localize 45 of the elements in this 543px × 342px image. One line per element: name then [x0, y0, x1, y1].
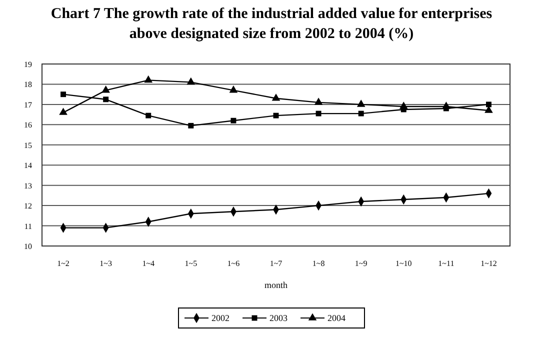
x-tick-label: 1~11 [438, 259, 454, 268]
y-tick-label: 19 [24, 60, 32, 69]
point [230, 118, 236, 124]
y-tick-label: 17 [24, 100, 32, 110]
point [316, 110, 322, 116]
legend-label: 2003 [270, 313, 288, 323]
x-tick-label: 1~9 [354, 259, 368, 268]
point [273, 112, 279, 118]
x-tick-label: 1~10 [395, 259, 412, 268]
y-tick-label: 15 [24, 140, 32, 150]
point [356, 100, 366, 107]
point [146, 112, 152, 118]
point [59, 108, 68, 115]
y-tick-label: 12 [24, 202, 32, 211]
y-tick-label: 18 [24, 80, 32, 90]
y-tick-label: 11 [24, 222, 32, 231]
point [486, 102, 492, 108]
point [358, 110, 364, 116]
x-tick-label: 1~6 [227, 259, 240, 268]
x-tick-label: 1~4 [142, 259, 155, 268]
chart-title: Chart 7 The growth rate of the industrial added value for enterprises above designated size from 2002 to 2004 (%) [50, 6, 492, 42]
point [272, 94, 280, 101]
point [188, 122, 194, 128]
x-axis-title: month [264, 280, 288, 290]
point [314, 98, 323, 105]
point [399, 102, 408, 109]
legend-label: 2002 [212, 313, 230, 323]
x-tick-label: 1~8 [312, 259, 325, 268]
legend-label: 2004 [328, 313, 346, 323]
point [102, 85, 110, 93]
point [60, 92, 66, 98]
point [442, 102, 450, 109]
y-tick-label: 14 [24, 161, 32, 170]
point [186, 77, 196, 85]
point [144, 75, 153, 83]
point [229, 85, 238, 93]
y-tick-label: 16 [24, 120, 32, 130]
x-tick-label: 1~5 [184, 259, 198, 268]
point [103, 96, 109, 102]
x-tick-label: 1~3 [100, 259, 112, 268]
x-tick-label: 1~7 [270, 259, 282, 268]
y-tick-label: 13 [24, 181, 32, 190]
x-tick-label: 1~12 [480, 259, 497, 268]
y-tick-label: 10 [24, 242, 32, 251]
x-tick-label: 1~2 [57, 259, 70, 268]
